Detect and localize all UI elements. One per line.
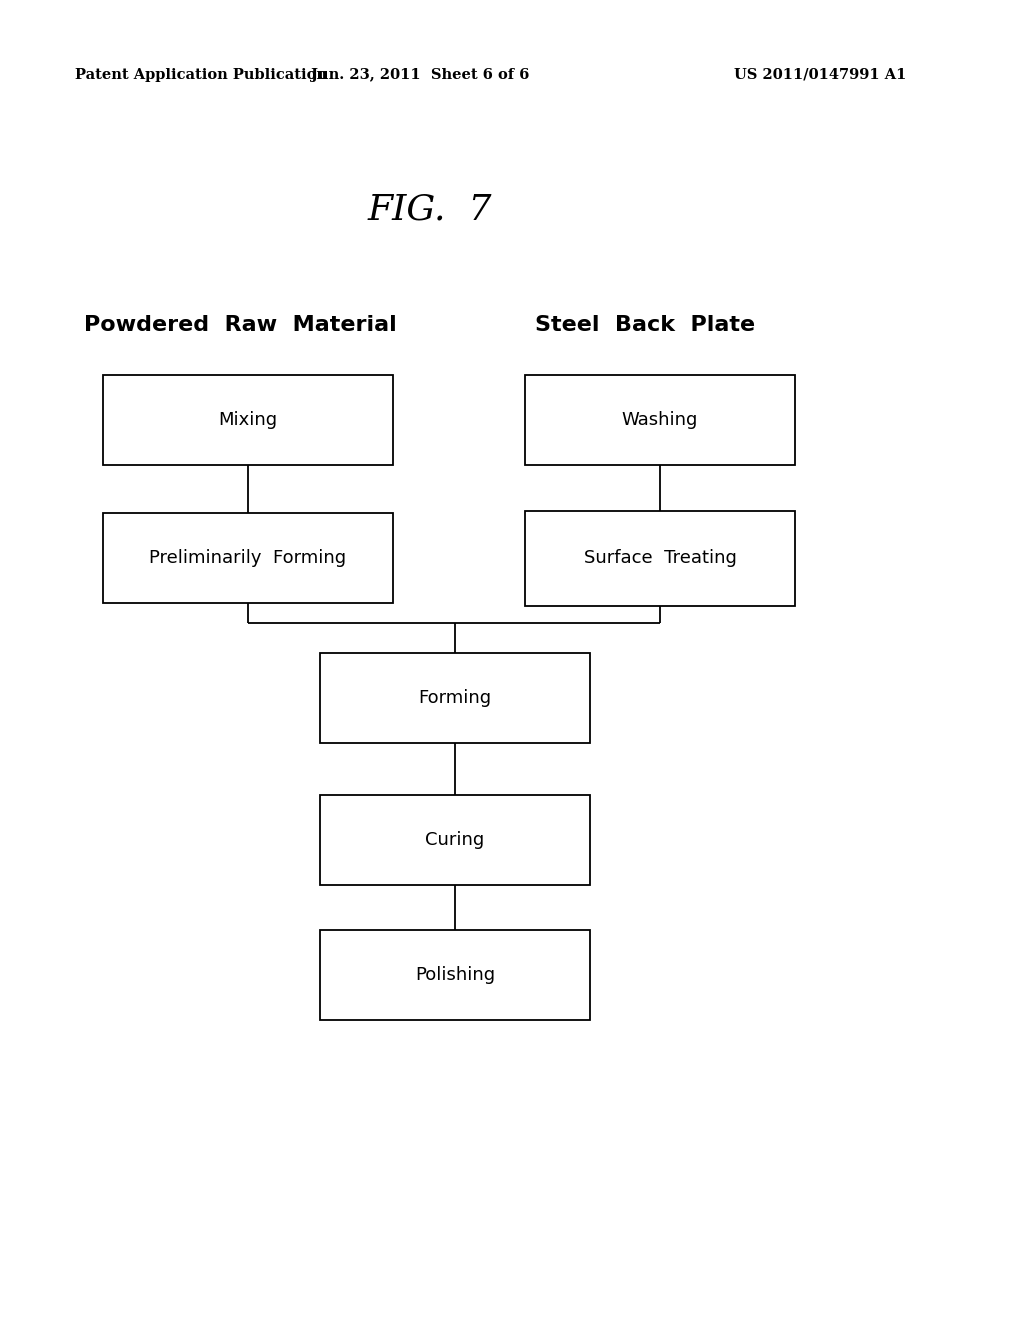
- Bar: [525, 511, 795, 606]
- Text: Surface  Treating: Surface Treating: [584, 549, 736, 568]
- Text: Patent Application Publication: Patent Application Publication: [75, 69, 327, 82]
- Text: Mixing: Mixing: [218, 411, 278, 429]
- Text: Polishing: Polishing: [415, 966, 495, 983]
- Text: Jun. 23, 2011  Sheet 6 of 6: Jun. 23, 2011 Sheet 6 of 6: [311, 69, 529, 82]
- Text: Steel  Back  Plate: Steel Back Plate: [535, 315, 755, 335]
- Bar: [103, 513, 393, 603]
- Text: Washing: Washing: [622, 411, 698, 429]
- Text: Forming: Forming: [419, 689, 492, 708]
- Bar: [525, 375, 795, 465]
- Text: US 2011/0147991 A1: US 2011/0147991 A1: [734, 69, 906, 82]
- Bar: [103, 375, 393, 465]
- Text: Curing: Curing: [425, 832, 484, 849]
- Text: FIG.  7: FIG. 7: [368, 193, 493, 227]
- Bar: [319, 931, 590, 1020]
- Text: Powdered  Raw  Material: Powdered Raw Material: [84, 315, 396, 335]
- Bar: [319, 653, 590, 743]
- Bar: [319, 795, 590, 884]
- Text: Preliminarily  Forming: Preliminarily Forming: [150, 549, 346, 568]
